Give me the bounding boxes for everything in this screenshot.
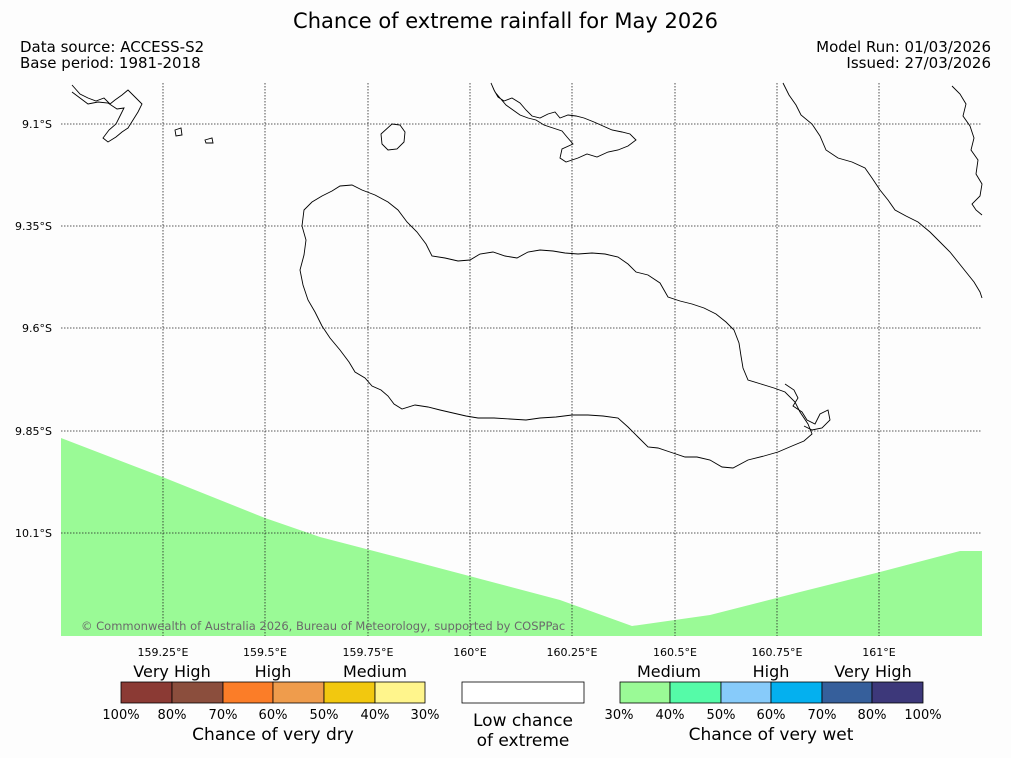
copyright-text: © Commonwealth of Australia 2026, Bureau… bbox=[81, 619, 565, 633]
coastlines bbox=[71, 82, 983, 469]
lon-label: 160.75°E bbox=[752, 646, 803, 659]
low-chance-label: Low chance bbox=[473, 711, 573, 731]
wet-swatch bbox=[669, 681, 722, 704]
wet-tick: 40% bbox=[656, 708, 685, 723]
low-chance-legend: Low chance of extreme bbox=[461, 681, 585, 751]
lat-label: 9.35°S bbox=[15, 220, 52, 233]
small-islet-coastline bbox=[174, 127, 183, 137]
lon-label: 159.25°E bbox=[138, 646, 189, 659]
wet-swatch bbox=[871, 681, 924, 704]
meta-right: Model Run: 01/03/2026 Issued: 27/03/2026 bbox=[816, 39, 991, 71]
wet-swatches bbox=[619, 681, 924, 704]
lon-label: 160.5°E bbox=[653, 646, 697, 659]
savo-island-coastline bbox=[380, 123, 406, 151]
wet-caption: Very High bbox=[834, 662, 911, 681]
malaita-north-coastline bbox=[951, 85, 983, 216]
malaita-coastline bbox=[782, 82, 983, 299]
dry-tick: 60% bbox=[259, 708, 288, 723]
dry-swatch bbox=[374, 681, 426, 704]
wet-swatch bbox=[619, 681, 671, 704]
lon-label: 160.25°E bbox=[547, 646, 598, 659]
florida-islands-coastline bbox=[490, 82, 637, 163]
wet-tick: 70% bbox=[808, 708, 837, 723]
dry-swatch bbox=[222, 681, 274, 704]
medium-wet-region bbox=[61, 438, 982, 636]
dry-caption: Very High bbox=[133, 662, 210, 681]
dry-swatch bbox=[120, 681, 173, 704]
wet-caption: High bbox=[753, 662, 790, 681]
dry-caption: High bbox=[255, 662, 292, 681]
wet-tick: 50% bbox=[707, 708, 736, 723]
guadalcanal-coastline bbox=[299, 184, 813, 469]
lon-label: 159.5°E bbox=[243, 646, 287, 659]
lat-label: 9.85°S bbox=[15, 425, 52, 438]
model-run-label: Model Run: 01/03/2026 bbox=[816, 38, 991, 56]
low-chance-label: of extreme bbox=[477, 731, 570, 751]
lon-axis-labels: 159.25°E 159.5°E 159.75°E 160°E 160.25°E… bbox=[138, 646, 896, 659]
russell-islands-coastline bbox=[71, 84, 143, 143]
wet-tick: 30% bbox=[605, 708, 634, 723]
lat-label: 10.1°S bbox=[15, 527, 52, 540]
dry-legend: Very High High Medium 100% 80% 70% 60% 5… bbox=[102, 662, 439, 745]
data-source-label: Data source: ACCESS-S2 bbox=[20, 38, 205, 56]
base-period-label: Base period: 1981-2018 bbox=[20, 54, 201, 72]
wet-swatch bbox=[821, 681, 873, 704]
wet-caption: Medium bbox=[637, 662, 701, 681]
lon-label: 159.75°E bbox=[343, 646, 394, 659]
dry-swatch bbox=[323, 681, 376, 704]
dry-tick: 100% bbox=[102, 708, 139, 723]
wet-swatch bbox=[720, 681, 772, 704]
wet-swatch bbox=[770, 681, 823, 704]
lat-axis-labels: 9.1°S 9.35°S 9.6°S 9.85°S 10.1°S bbox=[15, 118, 52, 540]
dry-caption: Medium bbox=[343, 662, 407, 681]
lon-label: 161°E bbox=[862, 646, 895, 659]
dry-tick: 50% bbox=[310, 708, 339, 723]
dry-swatch bbox=[272, 681, 325, 704]
wet-tick: 100% bbox=[904, 708, 941, 723]
graticule bbox=[61, 83, 982, 636]
dry-tick: 80% bbox=[158, 708, 187, 723]
small-islet-coastline bbox=[204, 137, 214, 144]
wet-tick: 80% bbox=[858, 708, 887, 723]
meta-left: Data source: ACCESS-S2 Base period: 1981… bbox=[20, 39, 204, 71]
marau-islets-coastline bbox=[784, 383, 831, 431]
dry-tick: 40% bbox=[361, 708, 390, 723]
wet-tick: 60% bbox=[757, 708, 786, 723]
dry-tick: 70% bbox=[209, 708, 238, 723]
wet-legend: Medium High Very High 30% 40% 50% 60% 70… bbox=[605, 662, 942, 745]
lat-label: 9.6°S bbox=[22, 322, 52, 335]
dry-tick: 30% bbox=[411, 708, 440, 723]
issued-label: Issued: 27/03/2026 bbox=[846, 54, 991, 72]
low-chance-swatch bbox=[461, 681, 585, 704]
dry-swatches bbox=[120, 681, 426, 704]
lat-label: 9.1°S bbox=[22, 118, 52, 131]
lon-label: 160°E bbox=[453, 646, 486, 659]
dry-swatch bbox=[171, 681, 224, 704]
wet-legend-title: Chance of very wet bbox=[689, 725, 854, 745]
map-title: Chance of extreme rainfall for May 2026 bbox=[293, 9, 718, 33]
dry-legend-title: Chance of very dry bbox=[192, 725, 354, 745]
